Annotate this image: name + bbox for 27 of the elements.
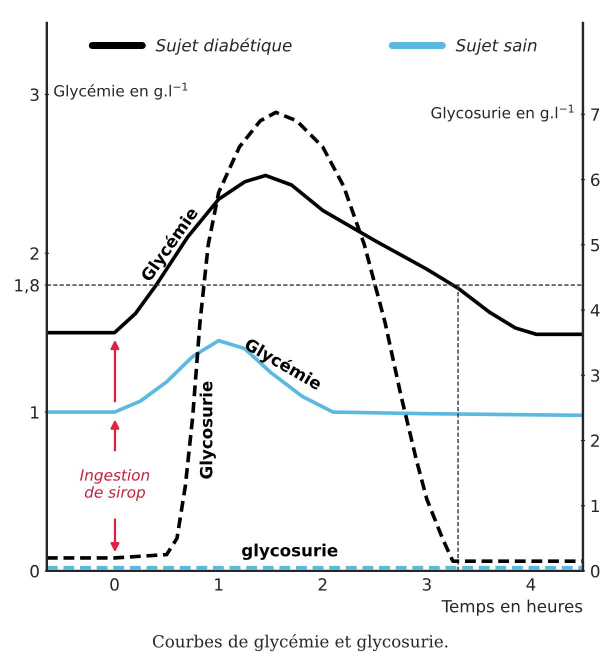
annotation: glycosurie [242,544,338,560]
text: Courbes de glycémie et glycosurie. [152,634,448,652]
x-axis-title: Temps en heures [442,600,582,616]
y-tick-label: 0 [30,564,39,578]
x-tick-label: 0 [110,578,119,591]
y2-tick-label: 3 [591,369,600,382]
y2-tick-label: 1 [592,500,599,512]
x-tick-label: 4 [526,578,536,591]
y2-tick-label: 6 [591,174,600,186]
y2-tick-label: 0 [591,564,600,578]
y2-tick-label: 4 [590,304,600,316]
y-tick-label: 1 [31,406,38,418]
y-tick-label: 1,8 [15,279,39,294]
x-tick-label: 3 [422,578,431,591]
y-tick-label: 3 [30,88,39,102]
y-tick-label: 2 [30,247,38,260]
legend-label: Sujet sain [456,38,536,55]
legend-label: Sujet diabétique [156,38,292,55]
annotation: Glycosurie [200,382,216,479]
y2-axis-title: Glycosurie en g.l$^{−1}$ [431,104,574,122]
y2-tick-label: 7 [591,108,600,121]
y2-tick-label: 5 [591,238,600,252]
y-axis-title: Glycémie en g.l$^{−1}$ [54,82,188,100]
x-tick-label: 1 [215,578,222,591]
x-tick-label: 2 [318,578,326,591]
annotation: Ingestion de sirop [80,468,150,501]
y2-tick-label: 2 [591,434,599,447]
